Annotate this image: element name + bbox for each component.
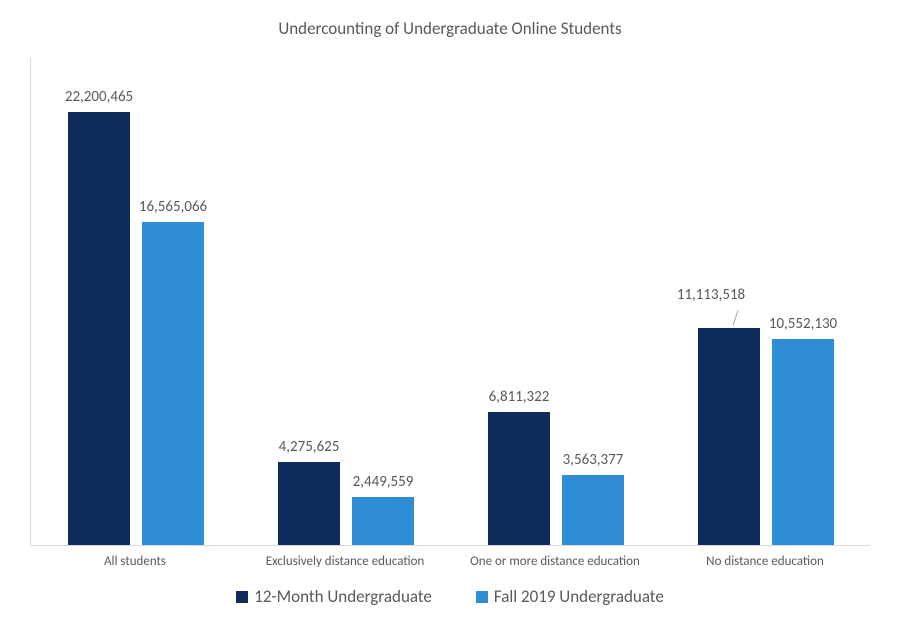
category-label: All students [30, 554, 240, 569]
bar-group: 11,113,51810,552,130 [698, 58, 834, 545]
bar [68, 112, 130, 545]
data-label: 3,563,377 [523, 451, 663, 469]
category-label: One or more distance education [450, 554, 660, 569]
legend: 12-Month Undergraduate Fall 2019 Undergra… [0, 586, 900, 608]
bar [562, 475, 624, 545]
data-label: 16,565,066 [103, 198, 243, 216]
bar [772, 339, 834, 545]
chart-title: Undercounting of Undergraduate Online St… [0, 18, 900, 39]
data-label: 4,275,625 [239, 438, 379, 456]
bar-group: 22,200,46516,565,066 [68, 58, 204, 545]
bar [352, 497, 414, 545]
legend-label: 12-Month Undergraduate [254, 586, 432, 607]
legend-swatch [236, 591, 248, 603]
legend-label: Fall 2019 Undergraduate [494, 586, 664, 607]
legend-item: Fall 2019 Undergraduate [476, 586, 664, 607]
data-label: 10,552,130 [733, 315, 873, 333]
bar [142, 222, 204, 545]
category-label: No distance education [660, 554, 870, 569]
bar-group: 6,811,3223,563,377 [488, 58, 624, 545]
chart-container: Undercounting of Undergraduate Online St… [0, 0, 900, 633]
bar [488, 412, 550, 545]
data-label: 11,113,518 [641, 286, 781, 304]
data-label: 22,200,465 [29, 88, 169, 106]
legend-swatch [476, 591, 488, 603]
bar-group: 4,275,6252,449,559 [278, 58, 414, 545]
plot-area: 22,200,46516,565,0664,275,6252,449,5596,… [30, 58, 870, 546]
category-label: Exclusively distance education [240, 554, 450, 569]
data-label: 6,811,322 [449, 388, 589, 406]
data-label: 2,449,559 [313, 473, 453, 491]
bar [698, 328, 760, 545]
legend-item: 12-Month Undergraduate [236, 586, 432, 607]
